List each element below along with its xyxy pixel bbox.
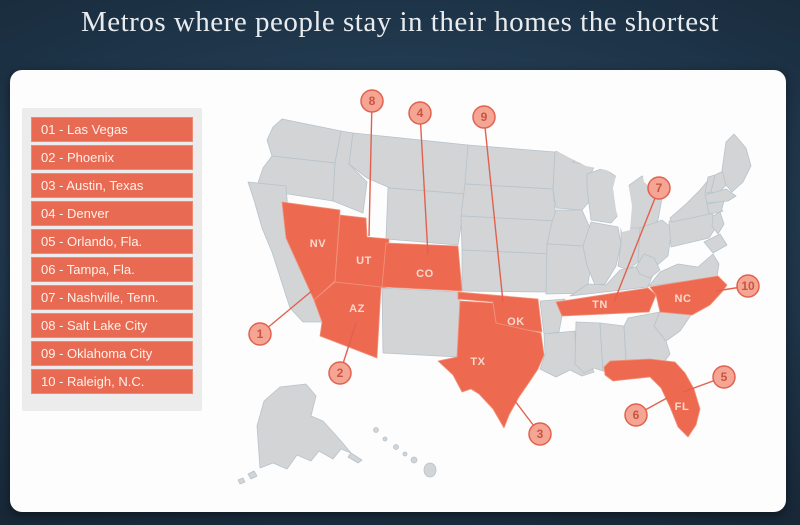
marker-8-number: 8 — [369, 94, 376, 108]
marker-7[interactable]: 7 — [647, 176, 671, 200]
state-nm — [381, 287, 461, 358]
legend-item-tampa[interactable]: 06 - Tampa, Fla. — [31, 257, 193, 282]
state-label-ok: OK — [507, 316, 525, 328]
state-me — [721, 133, 752, 193]
marker-5-number: 5 — [721, 370, 728, 384]
state-ut[interactable] — [334, 214, 390, 289]
state-nc[interactable] — [649, 275, 728, 316]
marker-10-circle — [736, 274, 760, 298]
marker-2[interactable]: 2 — [328, 361, 352, 385]
marker-9-number: 9 — [481, 110, 488, 124]
legend-item-austin[interactable]: 03 - Austin, Texas — [31, 173, 193, 198]
state-label-az: AZ — [349, 303, 365, 315]
marker-7-circle — [647, 176, 671, 200]
state-ky — [569, 265, 655, 297]
state-label-fl: FL — [675, 401, 690, 413]
marker-7-number: 7 — [656, 181, 663, 195]
legend: 01 - Las Vegas 02 - Phoenix 03 - Austin,… — [22, 108, 202, 411]
state-tn[interactable] — [555, 287, 657, 317]
state-md — [703, 233, 728, 254]
marker-4[interactable]: 4 — [408, 101, 432, 125]
legend-item-las-vegas[interactable]: 01 - Las Vegas — [31, 117, 193, 142]
state-label-co: CO — [416, 268, 434, 280]
marker-3-circle — [528, 422, 552, 446]
state-sd — [460, 183, 557, 222]
legend-item-orlando[interactable]: 05 - Orlando, Fla. — [31, 229, 193, 254]
marker-5-circle — [712, 365, 736, 389]
marker-6[interactable]: 6 — [624, 403, 648, 427]
marker-10[interactable]: 10 — [736, 274, 760, 298]
state-ak — [256, 383, 352, 470]
state-label-tx: TX — [470, 356, 485, 368]
state-co[interactable] — [381, 242, 463, 292]
marker-4-circle — [408, 101, 432, 125]
marker-10-number: 10 — [741, 279, 755, 293]
leader-line-4 — [419, 112, 429, 256]
marker-1-number: 1 — [257, 327, 264, 341]
marker-1-circle — [248, 322, 272, 346]
state-tx[interactable] — [437, 300, 545, 429]
marker-6-circle — [624, 403, 648, 427]
marker-6-number: 6 — [633, 408, 640, 422]
map-card: NV UT CO AZ OK TX TN NC FL 1 2 3 — [10, 70, 786, 512]
lake-superior — [555, 142, 650, 178]
legend-item-salt-lake-city[interactable]: 08 - Salt Lake City — [31, 313, 193, 338]
marker-3-number: 3 — [537, 427, 544, 441]
legend-item-raleigh[interactable]: 10 - Raleigh, N.C. — [31, 369, 193, 394]
legend-item-denver[interactable]: 04 - Denver — [31, 201, 193, 226]
legend-item-nashville[interactable]: 07 - Nashville, Tenn. — [31, 285, 193, 310]
state-label-nc: NC — [674, 293, 691, 305]
state-ks — [461, 249, 553, 293]
marker-3[interactable]: 3 — [528, 422, 552, 446]
us-map: NV UT CO AZ OK TX TN NC FL 1 2 3 — [237, 89, 760, 485]
marker-8-circle — [360, 89, 384, 113]
state-ak-islands — [237, 452, 363, 485]
state-wv — [635, 253, 661, 279]
leader-line-8 — [368, 100, 373, 237]
state-va — [648, 253, 720, 287]
legend-item-phoenix[interactable]: 02 - Phoenix — [31, 145, 193, 170]
page-title: Metros where people stay in their homes … — [80, 6, 720, 38]
marker-9[interactable]: 9 — [472, 105, 496, 129]
legend-item-oklahoma-city[interactable]: 09 - Oklahoma City — [31, 341, 193, 366]
state-fl[interactable] — [603, 358, 701, 438]
state-nd — [464, 144, 556, 190]
state-ct-ri — [706, 200, 725, 215]
marker-4-number: 4 — [417, 106, 424, 120]
lake-michigan — [613, 176, 632, 232]
leader-line-9 — [483, 116, 504, 303]
state-ms — [574, 321, 604, 374]
state-il — [582, 221, 622, 286]
marker-5[interactable]: 5 — [712, 365, 736, 389]
state-az[interactable] — [313, 281, 382, 359]
state-nh — [710, 170, 727, 195]
marker-2-circle — [328, 361, 352, 385]
state-label-tn: TN — [592, 299, 608, 311]
state-hi — [373, 427, 437, 478]
marker-1[interactable]: 1 — [248, 322, 272, 346]
state-ne — [460, 215, 557, 255]
state-label-ut: UT — [356, 255, 372, 267]
marker-8[interactable]: 8 — [360, 89, 384, 113]
state-label-nv: NV — [310, 238, 327, 250]
marker-9-circle — [472, 105, 496, 129]
marker-2-number: 2 — [337, 366, 344, 380]
leader-line-7 — [613, 187, 660, 303]
state-ma — [704, 188, 737, 204]
